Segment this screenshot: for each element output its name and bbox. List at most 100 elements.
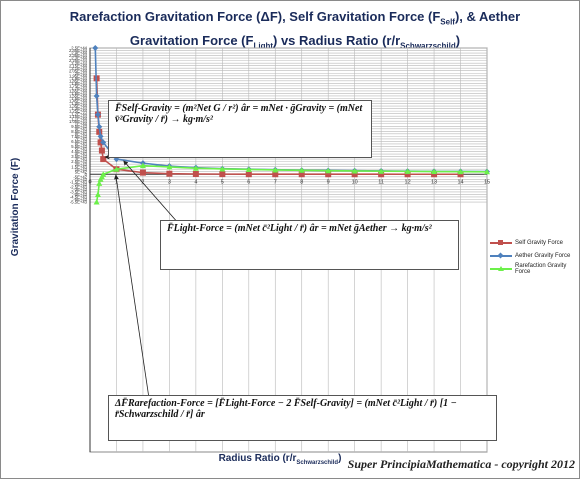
y-tick-label: 4E+43 [75, 152, 88, 157]
chart-legend: Self Gravity Force Aether Gravity Force Ra… [490, 236, 578, 275]
data-point [245, 166, 252, 172]
annotation-arrow [114, 174, 151, 406]
y-tick-label: -5E+43 [73, 197, 87, 202]
y-tick-label: 2.35E+44 [69, 53, 88, 58]
y-tick-label: 1.45E+44 [69, 99, 88, 104]
chart-title-line-2: Gravitation Force (FLight) vs Radius Rat… [129, 32, 461, 51]
x-tick-label: 7 [274, 179, 277, 185]
legend-swatch [490, 251, 512, 260]
y-tick-label: -2.5E+43 [70, 184, 88, 189]
data-point [92, 45, 99, 51]
y-tick-label: 2.2E+44 [71, 61, 87, 66]
y-tick-label: 1E+44 [75, 121, 88, 126]
data-point [325, 167, 332, 174]
data-point [298, 167, 305, 173]
chart-title-line-1: Rarefaction Gravitation Force (ΔF), Self… [69, 9, 521, 27]
y-tick-label: -5.5E+43 [70, 200, 88, 205]
y-tick-label: -1E+43 [73, 177, 87, 182]
legend-swatch [490, 239, 512, 247]
series-rarefaction-gravity-force [93, 162, 490, 205]
y-tick-label: 1.55E+44 [69, 94, 88, 99]
y-tick-label: 5E+43 [75, 147, 88, 152]
data-point [351, 167, 358, 174]
equation-self-gravity: F̄Self-Gravity = (m²Net G / r²) âr = mNe… [108, 100, 372, 158]
data-point [94, 191, 101, 197]
data-point [93, 199, 100, 205]
x-axis-label: Radius Ratio (r/rSchwarzschild) [218, 453, 342, 466]
series-layer [92, 45, 490, 205]
data-point [113, 166, 120, 172]
chart-title: Rarefaction Gravitation Force (ΔF), Self… [60, 8, 530, 55]
y-tick-label: 1.9E+44 [71, 76, 87, 81]
data-point [484, 168, 490, 175]
y-tick-label: 1.7E+44 [71, 86, 87, 91]
data-point [100, 171, 107, 177]
x-tick-label: 4 [194, 179, 197, 185]
y-tick-label: 1.5E+43 [71, 164, 87, 169]
data-point [404, 168, 411, 174]
x-tick-label: 15 [484, 179, 490, 185]
data-point [219, 165, 226, 172]
legend-label: Aether Gravity Force [515, 252, 571, 259]
y-tick-label: 2.4E+44 [71, 51, 87, 56]
y-tick-label: 1.25E+44 [69, 109, 88, 114]
data-point [166, 170, 173, 177]
x-tick-label: 3 [168, 179, 171, 185]
y-tick-label: 2.05E+44 [69, 68, 88, 73]
y-tick-label: 8.5E+43 [71, 129, 87, 134]
y-tick-label: 4.5E+43 [71, 149, 87, 154]
y-tick-label: 7E+43 [75, 137, 88, 142]
y-tick-label: 2.5E+44 [71, 46, 87, 51]
equation-rarefaction-force: ΔF̄Rarefaction-Force = [F̄Light-Force − … [108, 395, 497, 441]
y-tick-label: -3.5E+43 [70, 190, 88, 195]
y-tick-label: -2E+43 [73, 182, 87, 187]
y-tick-label: 9.5E+43 [71, 124, 87, 129]
y-tick-label: 1.75E+44 [69, 83, 88, 88]
y-tick-label: 1.05E+44 [69, 119, 88, 124]
y-tick-label: 1.65E+44 [69, 89, 88, 94]
equation-self-gravity-text: F̄Self-Gravity = (m²Net G / r²) âr = mNe… [115, 103, 363, 125]
y-tick-label: -3E+43 [73, 187, 87, 192]
y-tick-label: -4E+43 [73, 192, 87, 197]
legend-item: Aether Gravity Force [490, 249, 578, 262]
data-point [272, 166, 279, 173]
y-tick-label: 1.1E+44 [71, 116, 87, 121]
y-tick-label: 1.3E+44 [71, 106, 87, 111]
y-tick-label: 1E+43 [75, 167, 88, 172]
legend-item: Rarefaction Gravity Force [490, 262, 578, 275]
y-tick-label: 9E+43 [75, 126, 88, 131]
data-point [192, 170, 199, 177]
data-point [431, 168, 438, 175]
y-tick-label: 8E+43 [75, 131, 88, 136]
y-tick-label: 6E+43 [75, 142, 88, 147]
y-tick-label: 2.5E+43 [71, 159, 87, 164]
y-tick-label: 1.6E+44 [71, 91, 87, 96]
data-point [166, 163, 173, 170]
data-point [97, 133, 104, 140]
x-tick-label: 8 [300, 179, 303, 185]
y-tick-label: 1.35E+44 [69, 104, 88, 109]
y-tick-label: 1.4E+44 [71, 101, 87, 106]
y-tick-label: -5E+42 [73, 174, 87, 179]
x-tick-label: 2 [141, 179, 144, 185]
y-tick-label: 5E+42 [75, 169, 88, 174]
copyright-text: Super PrincipiaMathematica - copyright 2… [347, 457, 575, 471]
y-tick-label: 7.5E+43 [71, 134, 87, 139]
data-point [93, 92, 100, 99]
equation-light-force-text: F̄Light-Force = (mNet c̄²Light / r̄) âr … [167, 223, 432, 234]
y-tick-label: 3.5E+43 [71, 154, 87, 159]
y-tick-label: 6.5E+43 [71, 139, 87, 144]
data-point [245, 171, 252, 178]
y-tick-label: 1.15E+44 [69, 114, 88, 119]
y-tick-label: -4.5E+43 [70, 195, 88, 200]
y-tick-label: 2E+43 [75, 162, 88, 167]
legend-item: Self Gravity Force [490, 236, 578, 249]
x-tick-label: 0 [88, 179, 91, 185]
y-tick-label: 1.85E+44 [69, 78, 88, 83]
data-point [457, 168, 464, 175]
data-point [98, 147, 105, 154]
data-point [96, 123, 103, 130]
y-tick-label: 2E+44 [75, 71, 88, 76]
y-tick-label: 3E+43 [75, 157, 88, 162]
y-tick-label: 2.1E+44 [71, 66, 87, 71]
